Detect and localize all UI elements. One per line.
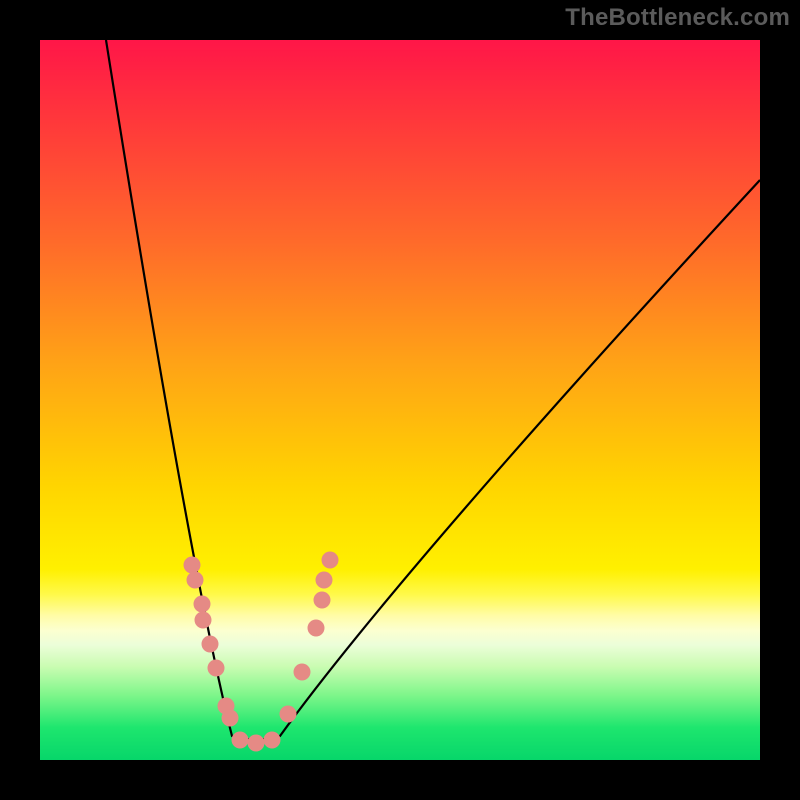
data-marker: [248, 735, 265, 752]
data-marker: [222, 710, 239, 727]
data-marker: [294, 664, 311, 681]
data-marker: [316, 572, 333, 589]
data-marker: [187, 572, 204, 589]
gradient-background: [40, 40, 760, 760]
data-marker: [232, 732, 249, 749]
data-marker: [322, 552, 339, 569]
data-marker: [264, 732, 281, 749]
data-marker: [314, 592, 331, 609]
data-marker: [194, 596, 211, 613]
chart-canvas: TheBottleneck.com: [0, 0, 800, 800]
plot-area: [40, 40, 760, 760]
data-marker: [280, 706, 297, 723]
plot-svg: [40, 40, 760, 760]
data-marker: [208, 660, 225, 677]
data-marker: [195, 612, 212, 629]
data-marker: [202, 636, 219, 653]
watermark-text: TheBottleneck.com: [565, 4, 790, 32]
data-marker: [184, 557, 201, 574]
data-marker: [308, 620, 325, 637]
